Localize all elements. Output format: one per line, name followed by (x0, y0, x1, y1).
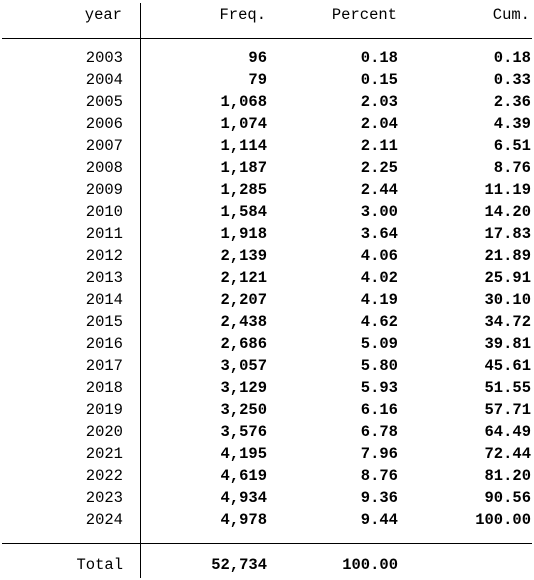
cum-cell: 8.76 (493, 159, 531, 177)
freq-cell: 1,074 (220, 115, 267, 133)
column-header: Percent (331, 6, 397, 24)
freq-cell: 1,584 (220, 203, 267, 221)
freq-cell: 4,195 (220, 445, 267, 463)
percent-cell: 4.62 (360, 313, 398, 331)
year-cell: 2004 (85, 71, 123, 89)
column-separator (140, 3, 141, 578)
percent-cell: 0.15 (360, 71, 398, 89)
freq-cell: 2,207 (220, 291, 267, 309)
cum-cell: 100.00 (475, 511, 531, 529)
year-cell: 2018 (85, 379, 123, 397)
cum-cell: 0.33 (493, 71, 531, 89)
cum-cell: 21.89 (484, 247, 531, 265)
percent-cell: 5.80 (360, 357, 398, 375)
year-cell: 2015 (85, 313, 123, 331)
year-cell: 2023 (85, 489, 123, 507)
cum-cell: 11.19 (484, 181, 531, 199)
percent-cell: 7.96 (360, 445, 398, 463)
cum-cell: 0.18 (493, 49, 531, 67)
freq-cell: 2,438 (220, 313, 267, 331)
year-cell: 2009 (85, 181, 123, 199)
cum-cell: 81.20 (484, 467, 531, 485)
freq-cell: 1,285 (220, 181, 267, 199)
year-cell: 2007 (85, 137, 123, 155)
freq-cell: 2,686 (220, 335, 267, 353)
year-cell: 2005 (85, 93, 123, 111)
year-cell: 2022 (85, 467, 123, 485)
year-cell: 2003 (85, 49, 123, 67)
percent-cell: 8.76 (360, 467, 398, 485)
year-cell: 2021 (85, 445, 123, 463)
total-rule (2, 543, 532, 544)
percent-cell: 2.03 (360, 93, 398, 111)
cum-cell: 34.72 (484, 313, 531, 331)
percent-cell: 6.16 (360, 401, 398, 419)
percent-cell: 9.44 (360, 511, 398, 529)
cum-cell: 14.20 (484, 203, 531, 221)
percent-cell: 3.00 (360, 203, 398, 221)
cum-cell: 90.56 (484, 489, 531, 507)
freq-cell: 3,057 (220, 357, 267, 375)
percent-cell: 6.78 (360, 423, 398, 441)
percent-cell: 2.25 (360, 159, 398, 177)
cum-cell: 25.91 (484, 269, 531, 287)
cum-cell: 39.81 (484, 335, 531, 353)
freq-cell: 2,139 (220, 247, 267, 265)
column-header: Cum. (492, 6, 530, 24)
year-cell: 2008 (85, 159, 123, 177)
freq-cell: 1,068 (220, 93, 267, 111)
freq-cell: 96 (248, 49, 267, 67)
year-cell: 2016 (85, 335, 123, 353)
freq-cell: 4,934 (220, 489, 267, 507)
percent-cell: 4.06 (360, 247, 398, 265)
freq-cell: 1,918 (220, 225, 267, 243)
freq-cell: 2,121 (220, 269, 267, 287)
year-cell: 2020 (85, 423, 123, 441)
total-freq-cell: 52,734 (211, 556, 267, 574)
freq-cell: 1,114 (220, 137, 267, 155)
freq-cell: 4,978 (220, 511, 267, 529)
year-cell: 2010 (85, 203, 123, 221)
percent-cell: 3.64 (360, 225, 398, 243)
cum-cell: 51.55 (484, 379, 531, 397)
percent-cell: 0.18 (360, 49, 398, 67)
year-cell: 2013 (85, 269, 123, 287)
percent-cell: 5.09 (360, 335, 398, 353)
percent-cell: 5.93 (360, 379, 398, 397)
year-cell: 2011 (85, 225, 123, 243)
year-cell: 2014 (85, 291, 123, 309)
year-cell: 2017 (85, 357, 123, 375)
column-header: year (84, 6, 122, 24)
percent-cell: 2.44 (360, 181, 398, 199)
percent-cell: 2.11 (360, 137, 398, 155)
total-label: Total (76, 556, 123, 574)
year-cell: 2006 (85, 115, 123, 133)
header-rule (2, 38, 532, 39)
freq-cell: 3,250 (220, 401, 267, 419)
cum-cell: 72.44 (484, 445, 531, 463)
cum-cell: 4.39 (493, 115, 531, 133)
freq-cell: 3,129 (220, 379, 267, 397)
cum-cell: 17.83 (484, 225, 531, 243)
cum-cell: 30.10 (484, 291, 531, 309)
percent-cell: 2.04 (360, 115, 398, 133)
freq-cell: 1,187 (220, 159, 267, 177)
cum-cell: 2.36 (493, 93, 531, 111)
cum-cell: 6.51 (493, 137, 531, 155)
percent-cell: 9.36 (360, 489, 398, 507)
cum-cell: 45.61 (484, 357, 531, 375)
year-cell: 2024 (85, 511, 123, 529)
total-percent-cell: 100.00 (342, 556, 398, 574)
freq-cell: 3,576 (220, 423, 267, 441)
cum-cell: 64.49 (484, 423, 531, 441)
freq-cell: 4,619 (220, 467, 267, 485)
freq-cell: 79 (248, 71, 267, 89)
cum-cell: 57.71 (484, 401, 531, 419)
percent-cell: 4.19 (360, 291, 398, 309)
column-header: Freq. (219, 6, 266, 24)
year-cell: 2019 (85, 401, 123, 419)
year-cell: 2012 (85, 247, 123, 265)
percent-cell: 4.02 (360, 269, 398, 287)
